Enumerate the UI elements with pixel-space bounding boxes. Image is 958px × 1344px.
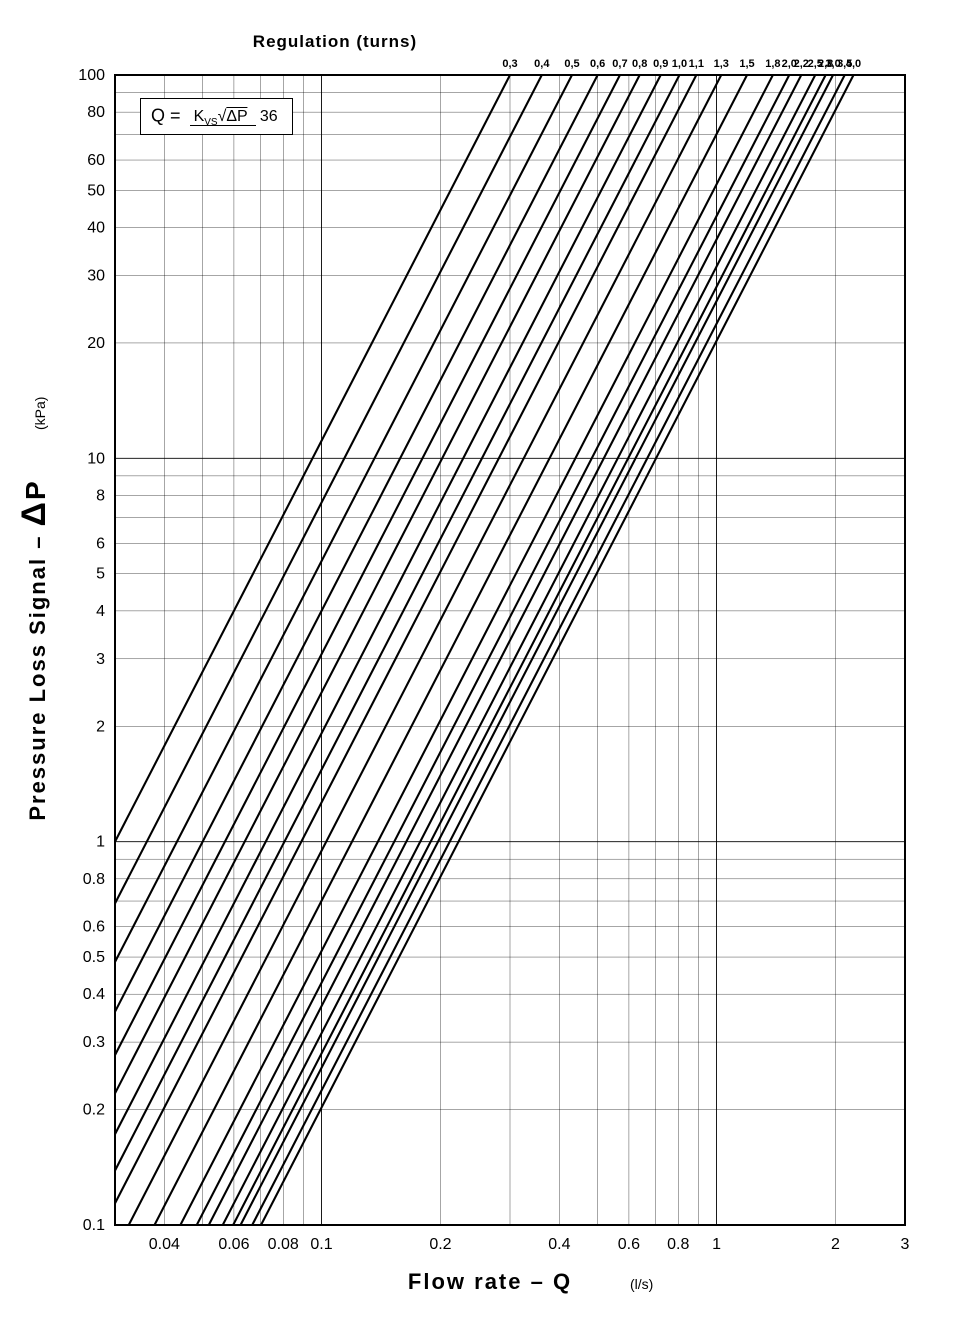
x-tick-label: 0.08 — [268, 1236, 299, 1253]
formula-den: 36 — [256, 108, 282, 125]
x-tick-label: 0.1 — [310, 1236, 332, 1253]
x-tick-label: 0.6 — [618, 1236, 640, 1253]
y-tick-label: 1 — [96, 834, 105, 851]
x-tick-label: 1 — [712, 1236, 721, 1253]
y-tick-label: 0.3 — [83, 1034, 105, 1051]
y-tick-label: 10 — [87, 450, 105, 467]
x-tick-label: 0.4 — [548, 1236, 570, 1253]
series-label: 0,7 — [612, 58, 627, 70]
chart-svg: 0,30,40,50,60,70,80,91,01,11,31,51,82,02… — [20, 20, 938, 1324]
y-tick-label: 50 — [87, 182, 105, 199]
formula-box: Q = KVS√ΔP 36 — [140, 98, 293, 135]
series-label: 1,8 — [765, 58, 780, 70]
series-label: 0,9 — [653, 58, 668, 70]
series-label: 1,1 — [689, 58, 704, 70]
series-label: 1,3 — [714, 58, 729, 70]
y-tick-label: 8 — [96, 487, 105, 504]
y-tick-label: 20 — [87, 335, 105, 352]
formula-num-prefix: K — [194, 108, 205, 125]
y-axis-unit: (kPa) — [32, 397, 48, 430]
series-label: 4,0 — [846, 58, 861, 70]
y-tick-label: 100 — [78, 67, 105, 84]
pressure-loss-chart: 0,30,40,50,60,70,80,91,01,11,31,51,82,02… — [20, 20, 938, 1324]
y-tick-label: 0.8 — [83, 871, 105, 888]
y-tick-label: 60 — [87, 152, 105, 169]
y-tick-label: 4 — [96, 603, 105, 620]
y-tick-label: 30 — [87, 267, 105, 284]
x-tick-label: 2 — [831, 1236, 840, 1253]
y-tick-label: 3 — [96, 651, 105, 668]
y-tick-label: 0.6 — [83, 919, 105, 936]
series-label: 0,5 — [564, 58, 579, 70]
series-label: 0,8 — [632, 58, 647, 70]
y-tick-label: 0.4 — [83, 986, 105, 1003]
formula-sqrt: ΔP — [226, 108, 247, 125]
formula-eq: = — [170, 105, 181, 125]
y-tick-label: 2 — [96, 718, 105, 735]
top-label: Regulation (turns) — [253, 32, 417, 51]
formula-num-sub: VS — [204, 117, 217, 128]
y-tick-label: 80 — [87, 104, 105, 121]
y-tick-label: 40 — [87, 220, 105, 237]
formula-lhs: Q — [151, 105, 165, 125]
y-tick-label: 0.1 — [83, 1217, 105, 1234]
y-tick-label: 0.5 — [83, 949, 105, 966]
x-tick-label: 0.04 — [149, 1236, 180, 1253]
series-label: 1,5 — [739, 58, 754, 70]
series-label: 0,3 — [502, 58, 517, 70]
series-label: 0,4 — [534, 58, 550, 70]
x-tick-label: 0.8 — [667, 1236, 689, 1253]
x-axis-unit: (l/s) — [630, 1276, 653, 1292]
y-tick-label: 0.2 — [83, 1102, 105, 1119]
y-tick-label: 5 — [96, 566, 105, 583]
y-tick-label: 6 — [96, 535, 105, 552]
series-label: 1,0 — [672, 58, 687, 70]
y-axis-label: Pressure Loss Signal – ΔP — [20, 479, 53, 820]
x-axis-label: Flow rate – Q — [408, 1269, 572, 1294]
x-tick-label: 3 — [901, 1236, 910, 1253]
x-tick-label: 0.2 — [429, 1236, 451, 1253]
x-tick-label: 0.06 — [218, 1236, 249, 1253]
series-label: 0,6 — [590, 58, 605, 70]
